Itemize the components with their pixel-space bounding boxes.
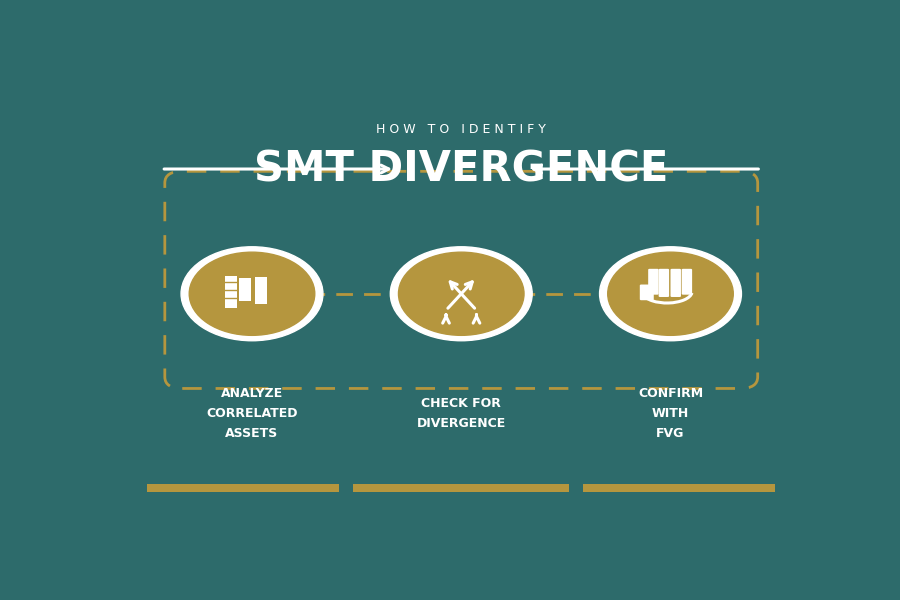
Text: H O W   T O   I D E N T I F Y: H O W T O I D E N T I F Y [376,123,546,136]
FancyBboxPatch shape [648,269,659,295]
Circle shape [391,247,532,341]
Text: SMT DIVERGENCE: SMT DIVERGENCE [254,148,669,190]
FancyBboxPatch shape [583,484,775,493]
FancyBboxPatch shape [659,269,669,297]
Circle shape [599,247,742,341]
FancyBboxPatch shape [353,484,570,493]
FancyBboxPatch shape [226,276,237,308]
FancyBboxPatch shape [640,284,653,300]
Circle shape [608,252,733,335]
Text: CONFIRM
WITH
FVG: CONFIRM WITH FVG [638,388,703,440]
Text: ANALYZE
CORRELATED
ASSETS: ANALYZE CORRELATED ASSETS [206,388,298,440]
FancyBboxPatch shape [148,484,339,493]
FancyBboxPatch shape [239,278,250,301]
FancyBboxPatch shape [681,269,692,295]
Circle shape [399,252,524,335]
FancyBboxPatch shape [256,277,266,304]
Circle shape [181,247,323,341]
Text: CHECK FOR
DIVERGENCE: CHECK FOR DIVERGENCE [417,397,506,430]
Circle shape [189,252,315,335]
FancyBboxPatch shape [670,269,681,297]
